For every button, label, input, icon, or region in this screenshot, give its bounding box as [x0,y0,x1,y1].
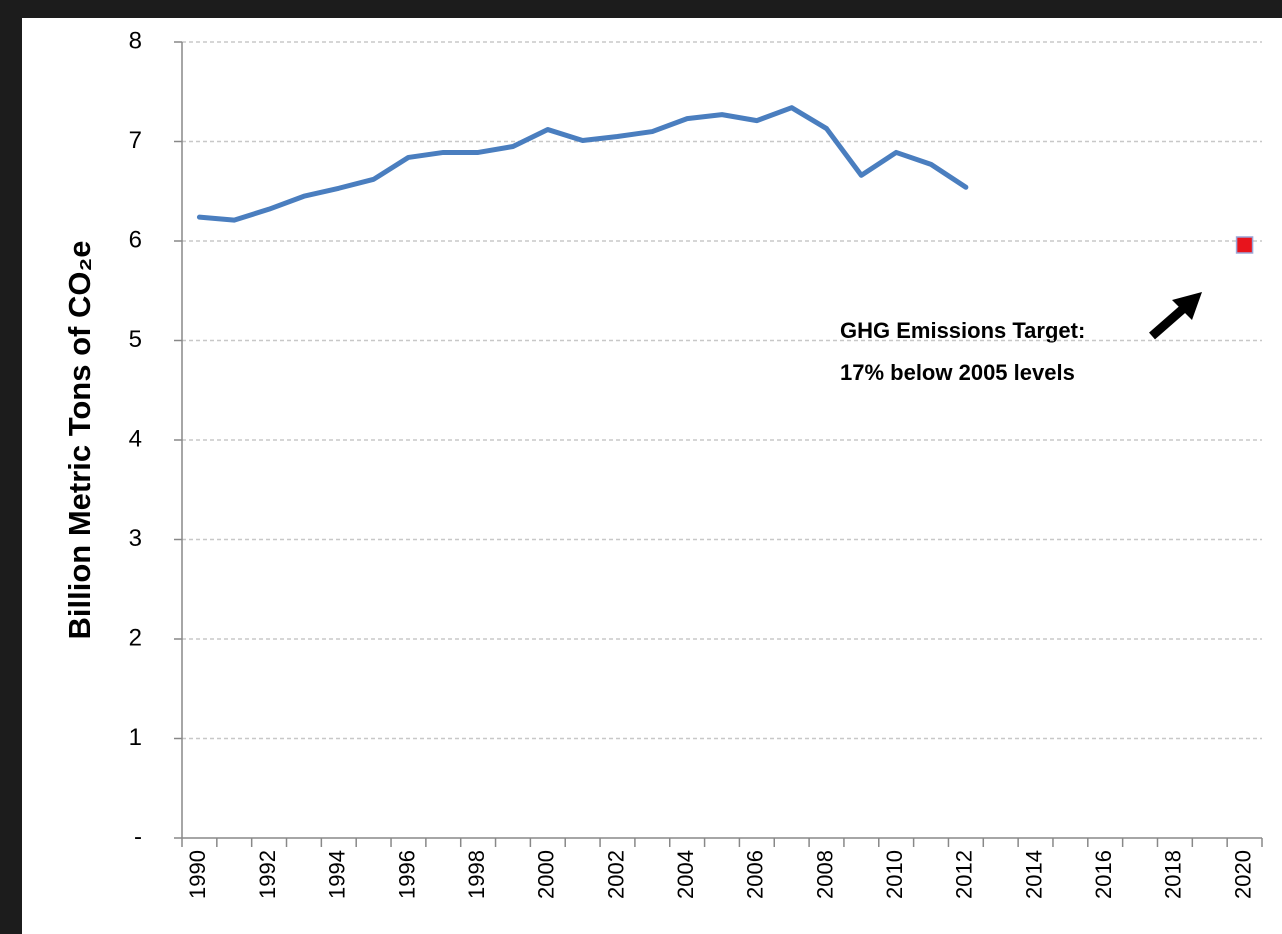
y-tick-label: 5 [129,326,142,353]
x-tick-label: 1996 [394,850,419,899]
arrow-head [1172,292,1202,320]
chart-background [22,18,1282,934]
annotation: GHG Emissions Target: [840,318,1085,343]
annotation-arrow [1149,292,1202,340]
x-tick-label: 2020 [1230,850,1255,899]
x-tick-label: 1990 [185,850,210,899]
x-tick-label: 2000 [534,850,559,899]
y-tick-label: - [134,823,142,850]
x-tick-label: 2018 [1161,850,1186,899]
x-tick-label: 2006 [743,850,768,899]
x-tick-label: 2002 [603,850,628,899]
x-tick-label: 2004 [673,850,698,899]
annotation: 17% below 2005 levels [840,360,1075,385]
x-tick-label: 2012 [952,850,977,899]
y-tick-label: 7 [129,127,142,154]
x-tick-label: 2010 [882,850,907,899]
y-tick-label: 4 [129,425,142,452]
arrow-shaft [1149,304,1187,340]
x-tick-label: 1992 [255,850,280,899]
y-tick-label: 1 [129,724,142,751]
y-tick-label: 6 [129,226,142,253]
x-tick-label: 1998 [464,850,489,899]
line-series [196,105,969,223]
y-tick-label: 3 [129,525,142,552]
y-tick-label: 2 [129,624,142,651]
x-tick-label: 1994 [325,850,350,899]
x-tick-label: 2008 [812,850,837,899]
x-tick-label: 2016 [1091,850,1116,899]
y-axis-label: Billion Metric Tons of CO₂e [62,241,97,640]
target-marker [1235,236,1254,254]
y-tick-label: 8 [129,27,142,54]
x-tick-label: 2014 [1021,850,1046,899]
